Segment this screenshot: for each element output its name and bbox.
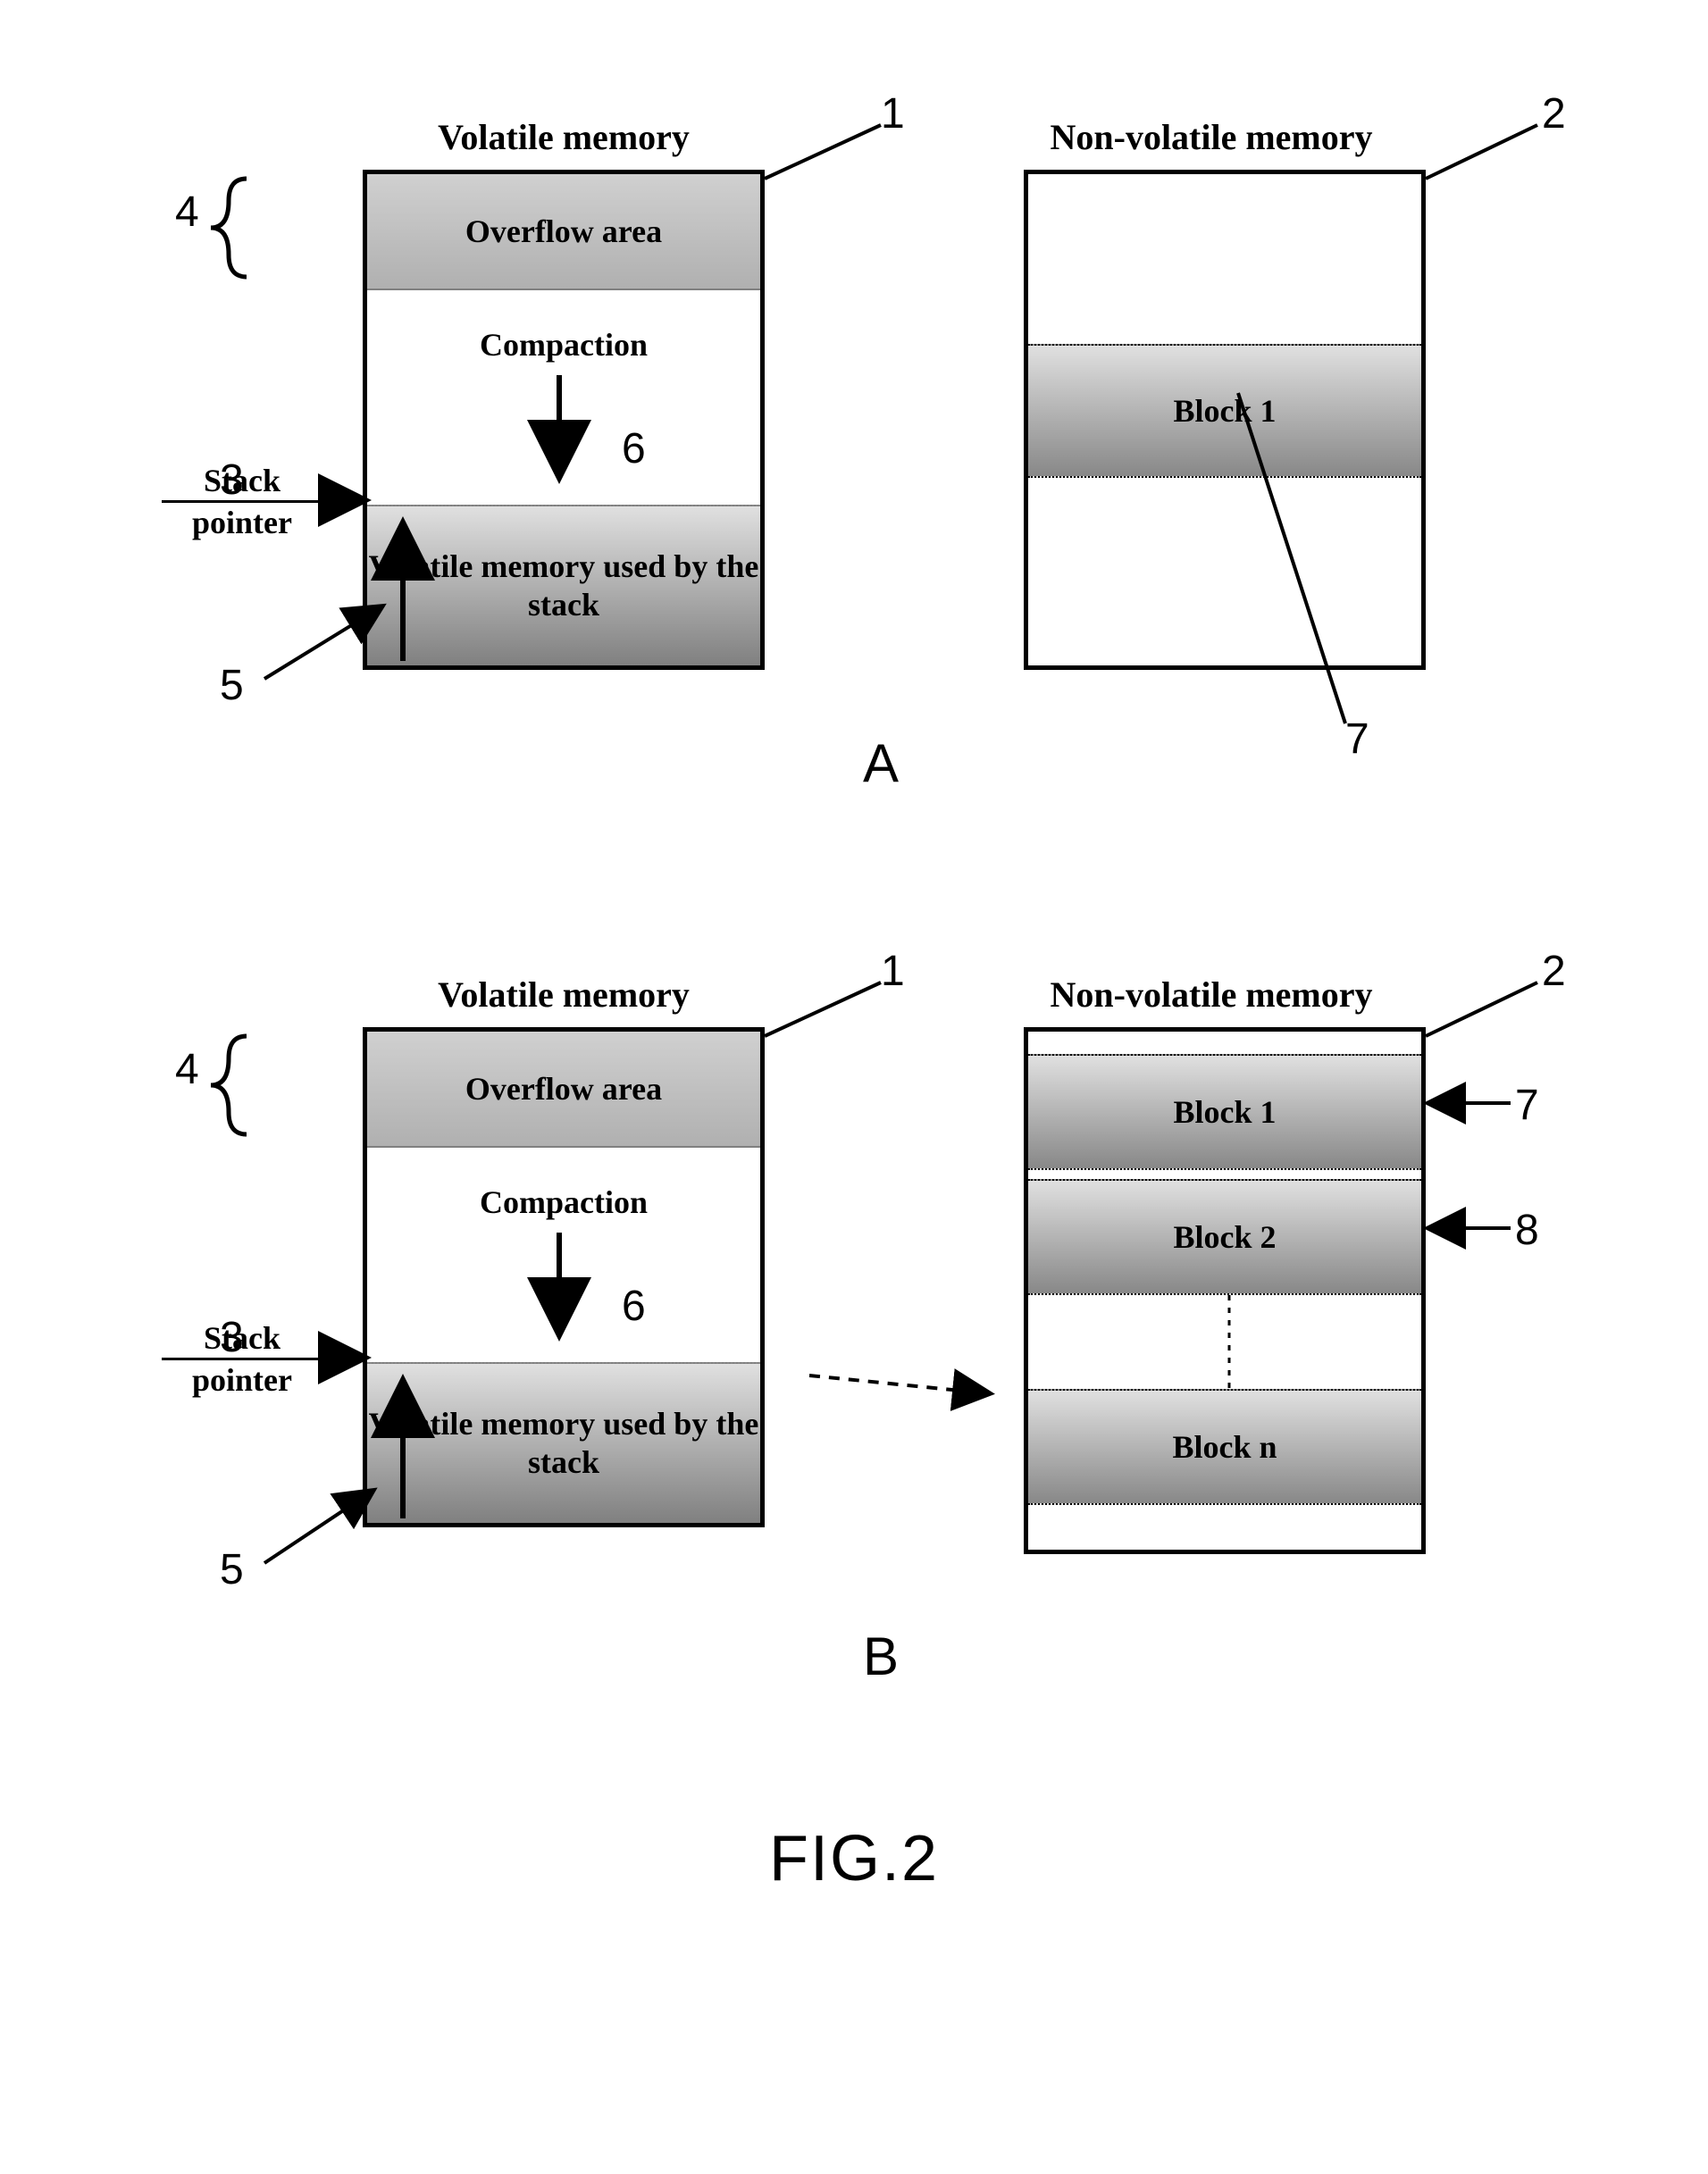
ref-1-B: 1 <box>881 947 905 996</box>
ref-6-A: 6 <box>622 424 646 473</box>
ref-7-A: 7 <box>1345 715 1369 764</box>
overflow-area-A: Overflow area <box>367 174 760 290</box>
panel-B: Volatile memory Overflow area Compaction… <box>95 947 1613 1768</box>
stack-pointer-line2-B: pointer <box>162 1360 322 1396</box>
stack-pointer-label-A: Stack pointer <box>162 464 322 539</box>
volatile-title-A: Volatile memory <box>363 116 765 158</box>
ref-5-B: 5 <box>220 1545 244 1594</box>
block1-area-A: Block 1 <box>1028 344 1421 478</box>
stack-area-A: Volatile memory used by the stack <box>367 505 760 665</box>
stack-area-B: Volatile memory used by the stack <box>367 1362 760 1523</box>
stack-area-label-B: Volatile memory used by the stack <box>367 1405 760 1482</box>
ref-8-B: 8 <box>1515 1206 1539 1255</box>
ref-7-B: 7 <box>1515 1081 1539 1130</box>
compaction-label-A: Compaction <box>367 326 760 364</box>
block1-area-B: Block 1 <box>1028 1054 1421 1170</box>
compaction-label-B: Compaction <box>367 1183 760 1221</box>
panel-letter-A: A <box>863 732 899 794</box>
stack-pointer-line2-A: pointer <box>162 503 322 539</box>
nonvolatile-box-B: Block 1 Block 2 Block n <box>1024 1027 1426 1554</box>
ref-4-A: 4 <box>175 188 199 237</box>
blockn-area-B: Block n <box>1028 1389 1421 1505</box>
block-ellipsis-B <box>1028 1295 1421 1389</box>
nonvolatile-title-B: Non-volatile memory <box>988 974 1435 1016</box>
ref-2-A: 2 <box>1542 89 1566 138</box>
ref-1-A: 1 <box>881 89 905 138</box>
panel-letter-B: B <box>863 1626 899 1687</box>
ref-5-A: 5 <box>220 661 244 710</box>
block2-area-B: Block 2 <box>1028 1179 1421 1295</box>
nonvolatile-box-A: Block 1 <box>1024 170 1426 670</box>
ref-6-B: 6 <box>622 1282 646 1331</box>
stack-pointer-label-B: Stack pointer <box>162 1322 322 1396</box>
figure-container: Volatile memory Overflow area Compaction… <box>95 89 1613 1895</box>
stack-area-label-A: Volatile memory used by the stack <box>367 548 760 624</box>
panel-A: Volatile memory Overflow area Compaction… <box>95 89 1613 893</box>
nonvolatile-title-A: Non-volatile memory <box>988 116 1435 158</box>
figure-label: FIG.2 <box>95 1822 1613 1895</box>
volatile-box-B: Overflow area Compaction Volatile memory… <box>363 1027 765 1527</box>
ref-2-B: 2 <box>1542 947 1566 996</box>
volatile-box-A: Overflow area Compaction Volatile memory… <box>363 170 765 670</box>
ref-4-B: 4 <box>175 1045 199 1094</box>
stack-pointer-line1-B: Stack <box>162 1322 322 1360</box>
overflow-area-B: Overflow area <box>367 1032 760 1148</box>
volatile-title-B: Volatile memory <box>363 974 765 1016</box>
stack-pointer-line1-A: Stack <box>162 464 322 503</box>
